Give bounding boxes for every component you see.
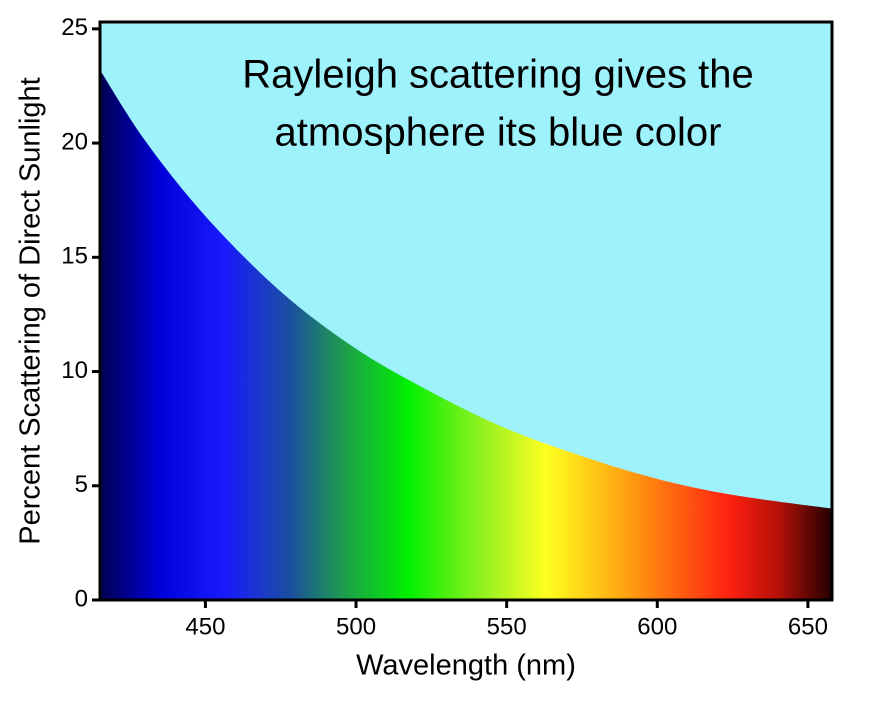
x-tick-label: 550 xyxy=(487,613,527,640)
y-tick-label: 5 xyxy=(75,471,88,498)
area xyxy=(100,69,832,600)
x-tick-label: 500 xyxy=(336,613,376,640)
y-tick-label: 15 xyxy=(61,243,88,270)
x-axis-label: Wavelength (nm) xyxy=(356,650,576,682)
x-tick-label: 450 xyxy=(185,613,225,640)
annotation: Rayleigh scattering gives the xyxy=(242,53,753,97)
y-tick-label: 10 xyxy=(61,357,88,384)
plot xyxy=(100,22,832,600)
y-tick-label: 25 xyxy=(61,14,88,41)
y-axis-label: Percent Scattering of Direct Sunlight xyxy=(15,77,47,544)
x-tick-label: 600 xyxy=(637,613,677,640)
y-tick-label: 20 xyxy=(61,128,88,155)
y-tick-label: 0 xyxy=(75,585,88,612)
plot-frame xyxy=(98,20,834,602)
x-tick-label: 650 xyxy=(788,613,828,640)
annotation: atmosphere its blue color xyxy=(275,111,722,155)
